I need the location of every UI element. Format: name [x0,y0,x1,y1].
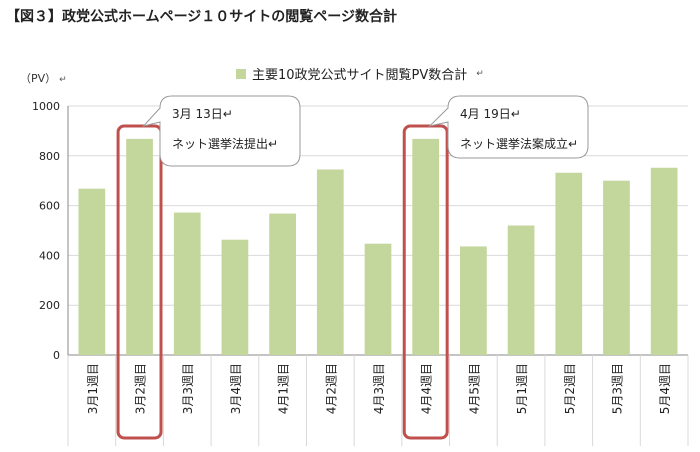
category-label: 5月4週目 [658,363,672,414]
legend: 主要10政党公式サイト閲覧PV数合計 ↵ [236,64,484,83]
bar [316,169,344,355]
bar [555,172,583,355]
category-label: 3月4週目 [229,363,243,414]
return-mark: ↵ [59,75,67,85]
y-tick-label: 200 [39,299,60,312]
figure-title: 【図３】政党公式ホームページ１０サイトの閲覧ページ数合計 [6,9,398,25]
bar [460,246,487,355]
y-tick-label: 0 [53,349,60,362]
bar [126,138,153,355]
category-label: 3月1週目 [86,363,100,414]
category-label: 3月3週目 [181,363,195,414]
bar [269,213,296,355]
category-label: 5月1週目 [515,363,529,414]
bar [221,239,249,355]
bar [78,188,106,355]
bar [603,180,630,355]
category-label: 4月3週目 [372,363,386,414]
y-tick-label: 800 [39,150,60,163]
callout-date: 3月 13日↵ [172,107,233,121]
y-axis-unit: （PV） ↵ [20,70,67,86]
bar [507,225,535,355]
category-label: 4月2週目 [324,363,338,414]
return-mark: ↵ [476,68,484,79]
bar [173,212,201,355]
bar [650,167,678,355]
category-label: 4月5週目 [467,363,481,414]
callout-bubble [142,95,301,167]
y-tick-label: 600 [39,200,60,213]
category-label: 5月2週目 [563,363,577,414]
unit-text: （PV） [20,72,57,85]
highlight-box [116,124,163,440]
category-label: 5月3週目 [610,363,624,414]
bar [412,138,440,355]
category-label: 4月1週目 [277,363,291,414]
y-tick-label: 400 [39,249,60,262]
callout-date: 4月 19日↵ [460,107,521,121]
callout-event: ネット選挙法案成立↵ [460,136,578,151]
highlight-box [402,124,449,440]
category-label: 4月4週目 [420,363,434,414]
bar [364,243,392,355]
category-label: 3月2週目 [134,363,148,414]
callout-bubble [428,95,589,159]
callout-event: ネット選挙法提出↵ [172,136,278,151]
legend-swatch [236,68,246,79]
y-tick-label: 1000 [32,100,60,113]
legend-label: 主要10政党公式サイト閲覧PV数合計 [252,68,468,83]
